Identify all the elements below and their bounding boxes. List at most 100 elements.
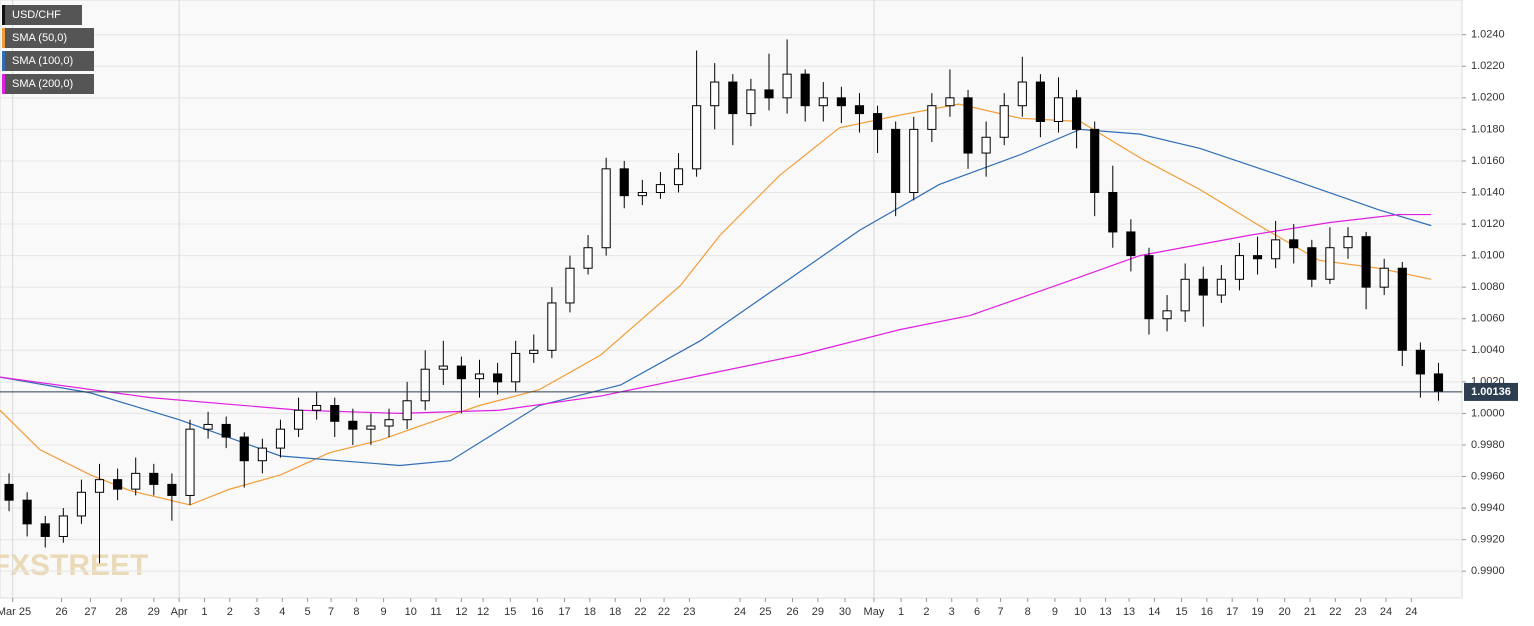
- candle-body: [94, 479, 105, 493]
- candle-body: [4, 483, 14, 501]
- x-tick-label: 27: [84, 606, 96, 618]
- candle-body: [547, 302, 557, 351]
- candle-body: [1108, 191, 1118, 233]
- x-tick-label: 3: [949, 606, 955, 618]
- x-tick-label: 29: [148, 606, 160, 618]
- x-tick-label: 1: [898, 606, 904, 618]
- x-tick-label: 21: [1304, 606, 1316, 618]
- candle-body: [1180, 278, 1190, 312]
- x-tick-label: 4: [279, 606, 285, 618]
- x-tick-label: Apr: [171, 606, 188, 618]
- candle-body: [1343, 236, 1353, 249]
- candle-body: [782, 73, 792, 99]
- x-tick-label: 26: [55, 606, 67, 618]
- x-tick-label: 13: [1099, 606, 1111, 618]
- candle-body: [800, 73, 810, 107]
- candle-body: [438, 365, 448, 370]
- candle-body: [1017, 81, 1027, 107]
- x-tick-label: 26: [786, 606, 798, 618]
- candle-body: [1090, 128, 1100, 193]
- x-tick-label: 9: [1052, 606, 1058, 618]
- candle-body: [348, 420, 358, 430]
- candle-body: [366, 425, 376, 430]
- candle-body: [1126, 231, 1136, 257]
- legend-swatch: [2, 28, 5, 48]
- candle-body: [1433, 373, 1444, 392]
- candle-body: [1325, 247, 1335, 280]
- candle-body: [239, 436, 249, 462]
- y-tick-label: 1.0100: [1471, 250, 1505, 262]
- candle-body: [402, 400, 412, 421]
- candle-body: [330, 405, 340, 422]
- x-tick-label: 15: [1175, 606, 1187, 618]
- last-price-label: 1.00136: [1471, 386, 1511, 398]
- x-tick-label: 29: [812, 606, 824, 618]
- x-tick-label: 17: [558, 606, 570, 618]
- candle-body: [1162, 310, 1172, 320]
- y-tick-label: 1.0140: [1471, 186, 1505, 198]
- candle-body: [203, 423, 213, 430]
- candle-body: [999, 105, 1009, 138]
- candle-body: [76, 491, 86, 517]
- legend-box: [2, 5, 82, 25]
- candle-body: [221, 423, 231, 438]
- y-tick-label: 0.9940: [1471, 502, 1505, 514]
- candle-body: [474, 373, 485, 380]
- y-tick-label: 1.0040: [1471, 344, 1505, 356]
- x-tick-label: 2: [923, 606, 929, 618]
- x-tick-label: 20: [1279, 606, 1291, 618]
- x-tick-label: 23: [1355, 606, 1367, 618]
- x-tick-label: 10: [405, 606, 417, 618]
- candle-body: [655, 184, 666, 193]
- candle-body: [583, 247, 593, 269]
- x-tick-label: 12: [455, 606, 467, 618]
- x-tick-label: 16: [1201, 606, 1213, 618]
- candle-body: [293, 409, 304, 430]
- candle-body: [927, 105, 937, 130]
- candle-body: [312, 405, 322, 411]
- candle-body: [891, 128, 901, 193]
- candle-body: [1252, 255, 1263, 260]
- legend-label: USD/CHF: [12, 9, 61, 21]
- candle-body: [22, 499, 32, 525]
- x-tick-label: 22: [634, 606, 646, 618]
- x-tick-label: 11: [430, 606, 441, 618]
- y-tick-label: 1.0060: [1471, 313, 1505, 325]
- x-tick-label: 13: [1123, 606, 1135, 618]
- last-price-box: [1464, 382, 1518, 401]
- y-tick-label: 0.9980: [1471, 439, 1505, 451]
- candle-body: [1289, 239, 1299, 249]
- candle-body: [1053, 97, 1064, 122]
- candle-body: [981, 136, 991, 154]
- candle-body: [746, 89, 756, 115]
- x-tick-label: 30: [839, 606, 851, 618]
- legend-box: [2, 51, 94, 71]
- candle-body: [456, 365, 466, 380]
- legend-box: [2, 28, 94, 48]
- candle-body: [493, 373, 503, 383]
- candle-body: [1234, 255, 1245, 280]
- candle-body: [131, 472, 141, 490]
- x-tick-label: May: [864, 606, 885, 618]
- candle-body: [1216, 278, 1226, 296]
- legend-label: SMA (100,0): [12, 55, 73, 67]
- candle-body: [1361, 236, 1371, 288]
- y-tick-label: 1.0000: [1471, 407, 1505, 419]
- candle-body: [1307, 247, 1317, 280]
- candle-body: [764, 89, 774, 99]
- x-tick-label: 8: [353, 606, 359, 618]
- x-tick-label: 18: [584, 606, 596, 618]
- legend-swatch: [2, 5, 5, 25]
- candle-body: [1035, 81, 1045, 122]
- watermark: FXSTREET: [0, 549, 148, 582]
- x-tick-label: 15: [504, 606, 516, 618]
- x-tick-label: 7: [328, 606, 334, 618]
- candle-body: [872, 113, 883, 130]
- candle-body: [149, 472, 159, 485]
- candle-body: [275, 428, 286, 449]
- candle-body: [619, 168, 629, 197]
- x-tick-label: 12: [477, 606, 489, 618]
- x-tick-label: 5: [305, 606, 311, 618]
- candle-body: [257, 447, 267, 462]
- candle-body: [167, 483, 177, 496]
